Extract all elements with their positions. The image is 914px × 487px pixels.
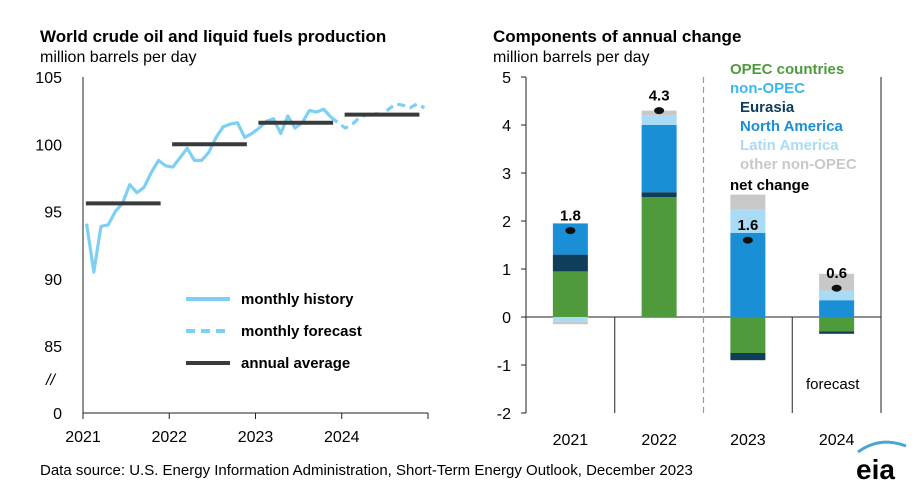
right-y-tick-label: -1 xyxy=(497,358,511,375)
bar-segment-eurasia xyxy=(552,254,588,272)
right-y-tick-label: 2 xyxy=(502,214,511,231)
left-y-tick-label: 90 xyxy=(44,272,62,289)
bar-segment-latin-america xyxy=(641,115,677,125)
right-legend: OPEC countries non-OPEC Eurasia North Am… xyxy=(730,61,857,194)
bar-segment-latin-america xyxy=(730,209,766,233)
bar-segment-opec xyxy=(730,317,766,353)
net-change-data-label: 0.6 xyxy=(826,265,847,282)
left-legend: monthly history monthly forecast annual … xyxy=(186,291,362,372)
net-change-marker xyxy=(565,227,576,235)
right-chart-title: Components of annual change xyxy=(493,27,741,46)
bar-segment-opec xyxy=(552,271,588,317)
right-chart-subtitle: million barrels per day xyxy=(493,49,650,66)
bar-segment-north-america xyxy=(819,300,855,317)
eia-logo: eia xyxy=(856,440,907,485)
right-y-tick-label: 3 xyxy=(502,166,511,183)
left-y-tick-label: 105 xyxy=(35,70,62,87)
logo-swoosh xyxy=(857,440,907,454)
left-chart-subtitle: million barrels per day xyxy=(40,49,197,66)
left-y-tick-label: 0 xyxy=(53,406,62,423)
bar-segment-other-non-opec xyxy=(552,321,588,325)
right-x-tick-label: 2021 xyxy=(553,432,589,449)
legend-label-north-america: North America xyxy=(740,118,843,135)
right-y-tick-label: 4 xyxy=(502,118,511,135)
right-x-tick-label: 2022 xyxy=(641,432,677,449)
bar-segment-north-america xyxy=(641,125,677,193)
net-change-marker xyxy=(831,284,842,292)
bar-segment-north-america xyxy=(730,233,766,317)
legend-label-non-opec: non-OPEC xyxy=(730,80,805,97)
left-x-tick-label: 2024 xyxy=(324,429,360,446)
legend-label-opec-countries: OPEC countries xyxy=(730,61,844,78)
net-change-marker xyxy=(654,107,665,115)
legend-label-annual-average: annual average xyxy=(241,355,350,372)
net-change-data-label: 4.3 xyxy=(649,88,670,105)
series-line-monthly-history xyxy=(85,107,333,274)
bar-segment-other-non-opec xyxy=(819,273,855,291)
bar-segment-latin-america xyxy=(819,290,855,301)
left-y-tick-label: 85 xyxy=(44,339,62,356)
bar-segment-other-non-opec xyxy=(730,194,766,209)
legend-label-eurasia: Eurasia xyxy=(740,99,795,116)
legend-label-other-non-opec: other non-OPEC xyxy=(740,156,857,173)
bar-segment-eurasia xyxy=(819,331,855,334)
right-x-tick-label: 2023 xyxy=(730,432,766,449)
legend-label-monthly-forecast: monthly forecast xyxy=(241,323,362,340)
left-plot-area: 0 // 85 90 95 100 105 2021 2022 2023 2024 xyxy=(35,70,429,446)
net-change-data-label: 1.8 xyxy=(560,208,581,225)
bar-segment-eurasia xyxy=(730,353,766,361)
right-x-tick-label: 2024 xyxy=(819,432,855,449)
bar-segment-latin-america xyxy=(552,317,588,322)
left-chart-title: World crude oil and liquid fuels product… xyxy=(40,27,386,46)
net-change-marker xyxy=(742,236,753,244)
right-y-tick-label: -2 xyxy=(497,406,511,423)
bar-segment-eurasia xyxy=(641,192,677,197)
right-y-tick-label: 1 xyxy=(502,262,511,279)
left-y-tick-label: 95 xyxy=(44,205,62,222)
legend-label-net-change: net change xyxy=(730,177,809,194)
legend-label-latin-america: Latin America xyxy=(740,137,839,154)
net-change-data-label: 1.6 xyxy=(737,217,758,234)
legend-label-monthly-history: monthly history xyxy=(241,291,354,308)
right-plot-area: -2 -1 0 1 2 3 4 5 2021 2022 2023 2024 1.8 4.3 1.6 0.6 xyxy=(497,70,882,449)
left-x-tick-label: 2023 xyxy=(238,429,274,446)
left-y-tick-label: // xyxy=(45,372,56,389)
left-y-tick-label: 100 xyxy=(35,137,62,154)
data-source-note: Data source: U.S. Energy Information Adm… xyxy=(40,462,693,479)
forecast-annotation: forecast xyxy=(806,376,860,393)
right-y-tick-label: 5 xyxy=(502,70,511,87)
logo-text: eia xyxy=(856,454,895,485)
left-x-tick-label: 2021 xyxy=(65,429,101,446)
left-x-tick-label: 2022 xyxy=(151,429,187,446)
bar-segment-opec xyxy=(819,317,855,332)
right-y-tick-label: 0 xyxy=(502,310,511,327)
bar-segment-opec xyxy=(641,197,677,317)
